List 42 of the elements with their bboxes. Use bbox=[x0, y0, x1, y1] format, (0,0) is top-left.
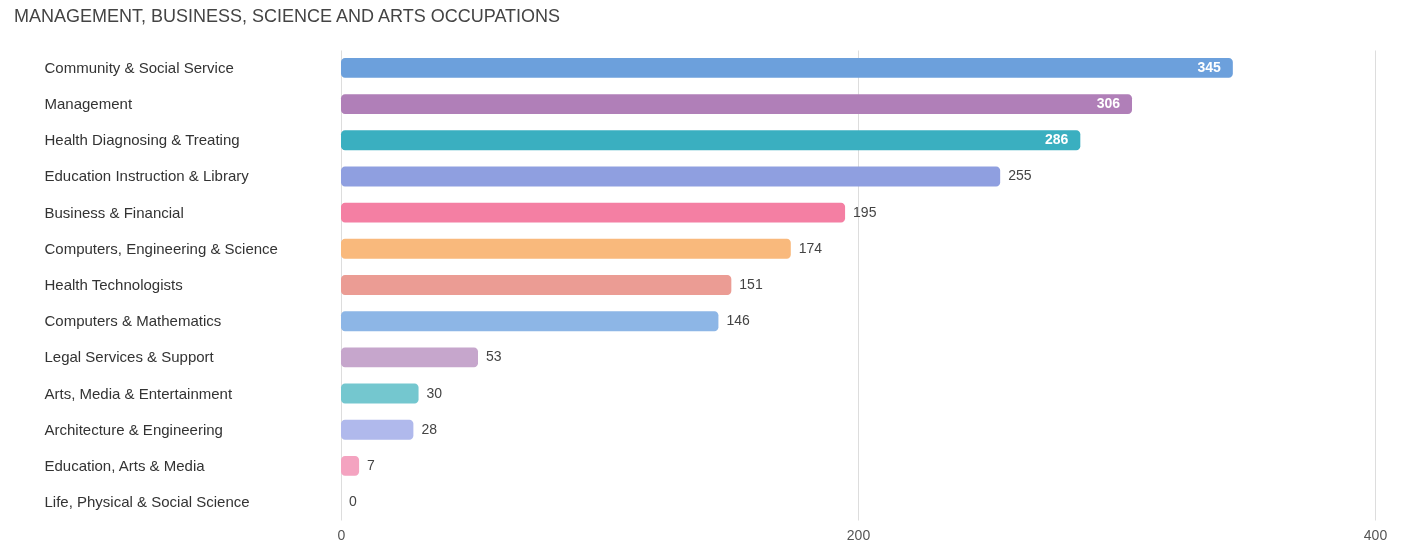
chart-title: MANAGEMENT, BUSINESS, SCIENCE AND ARTS OCCUPATIONS bbox=[14, 6, 561, 26]
y-tick-label: Community & Social Service bbox=[44, 58, 234, 76]
bar bbox=[341, 130, 1081, 151]
y-tick-label: Architecture & Engineering bbox=[44, 420, 223, 438]
y-tick-label: Computers, Engineering & Science bbox=[44, 239, 278, 257]
data-label: 0 bbox=[349, 493, 357, 510]
data-label: 174 bbox=[798, 239, 823, 256]
bar bbox=[341, 238, 791, 259]
bar bbox=[341, 311, 719, 332]
y-tick-label: Health Technologists bbox=[44, 276, 183, 293]
x-tick-label: 0 bbox=[337, 526, 346, 543]
y-tick-label: Business & Financial bbox=[44, 203, 184, 221]
bar bbox=[341, 275, 732, 295]
data-label: 30 bbox=[426, 384, 443, 401]
bar bbox=[341, 202, 846, 223]
bar bbox=[341, 57, 1233, 78]
data-label: 53 bbox=[486, 348, 502, 365]
data-label: 28 bbox=[421, 420, 438, 437]
y-tick-label: Education Instruction & Library bbox=[44, 167, 250, 185]
y-tick-label: Legal Services & Support bbox=[44, 348, 215, 366]
data-label: 306 bbox=[1096, 95, 1121, 112]
bar bbox=[341, 383, 419, 404]
bar bbox=[341, 455, 360, 476]
data-label: 151 bbox=[739, 276, 763, 292]
y-tick-label: Management bbox=[44, 95, 133, 113]
data-label: 195 bbox=[853, 203, 877, 220]
bar bbox=[341, 347, 479, 368]
data-label: 146 bbox=[726, 312, 750, 329]
y-tick-label: Education, Arts & Media bbox=[44, 456, 206, 474]
y-tick-label: Computers & Mathematics bbox=[44, 312, 222, 330]
data-label: 345 bbox=[1197, 58, 1222, 75]
bar bbox=[341, 419, 414, 440]
x-tick-label: 200 bbox=[846, 526, 871, 543]
data-label: 286 bbox=[1044, 131, 1069, 148]
y-tick-label: Arts, Media & Entertainment bbox=[44, 384, 233, 402]
bar bbox=[341, 94, 1133, 115]
y-tick-label: Health Diagnosing & Treating bbox=[44, 131, 240, 149]
y-tick-label: Life, Physical & Social Science bbox=[44, 493, 250, 511]
bar bbox=[341, 166, 1001, 187]
data-label: 7 bbox=[367, 456, 376, 473]
data-label: 255 bbox=[1008, 167, 1032, 184]
x-tick-label: 400 bbox=[1363, 526, 1388, 543]
